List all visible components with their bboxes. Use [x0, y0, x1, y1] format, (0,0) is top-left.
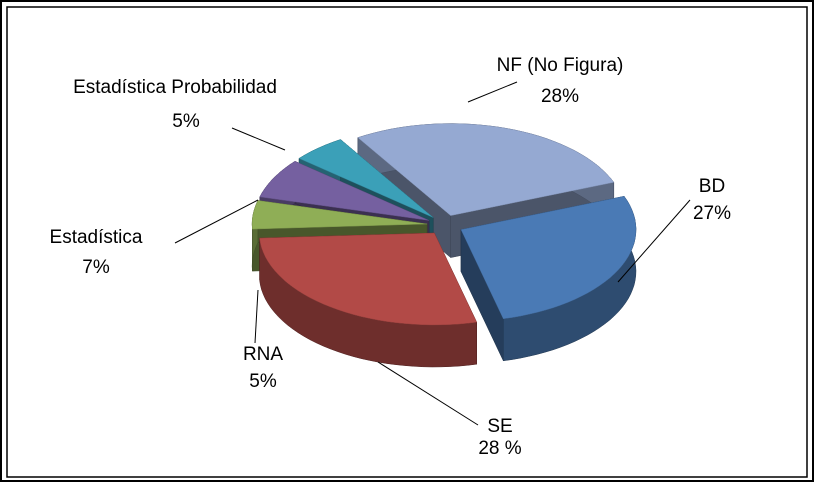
value-label: 5% — [249, 371, 277, 392]
slice-top — [298, 139, 434, 218]
leader-line — [174, 199, 259, 244]
slice — [460, 195, 637, 362]
slice-top — [357, 123, 615, 216]
slice — [259, 232, 478, 368]
value-label: 7% — [82, 257, 110, 278]
leader-line — [467, 81, 518, 103]
leader-line — [377, 361, 479, 426]
slice-top — [259, 232, 478, 326]
category-label: NF (No Figura) — [497, 55, 624, 76]
slice-top — [251, 200, 428, 230]
slice-top — [259, 161, 430, 221]
leader-line — [617, 199, 691, 283]
value-label: 27% — [693, 203, 731, 224]
category-label: SE — [487, 416, 512, 437]
value-label: 5% — [172, 111, 200, 132]
category-label: RNA — [243, 344, 283, 365]
pie — [251, 123, 637, 368]
leader-line — [231, 127, 286, 151]
slice-top — [460, 196, 637, 320]
category-label: BD — [699, 176, 725, 197]
category-label: Estadística — [50, 227, 143, 248]
value-label: 28% — [541, 86, 579, 107]
value-label: 28 % — [478, 438, 521, 459]
leader-line — [254, 289, 259, 344]
inner-frame — [6, 6, 808, 478]
category-label: Estadística Probabilidad — [73, 77, 277, 98]
